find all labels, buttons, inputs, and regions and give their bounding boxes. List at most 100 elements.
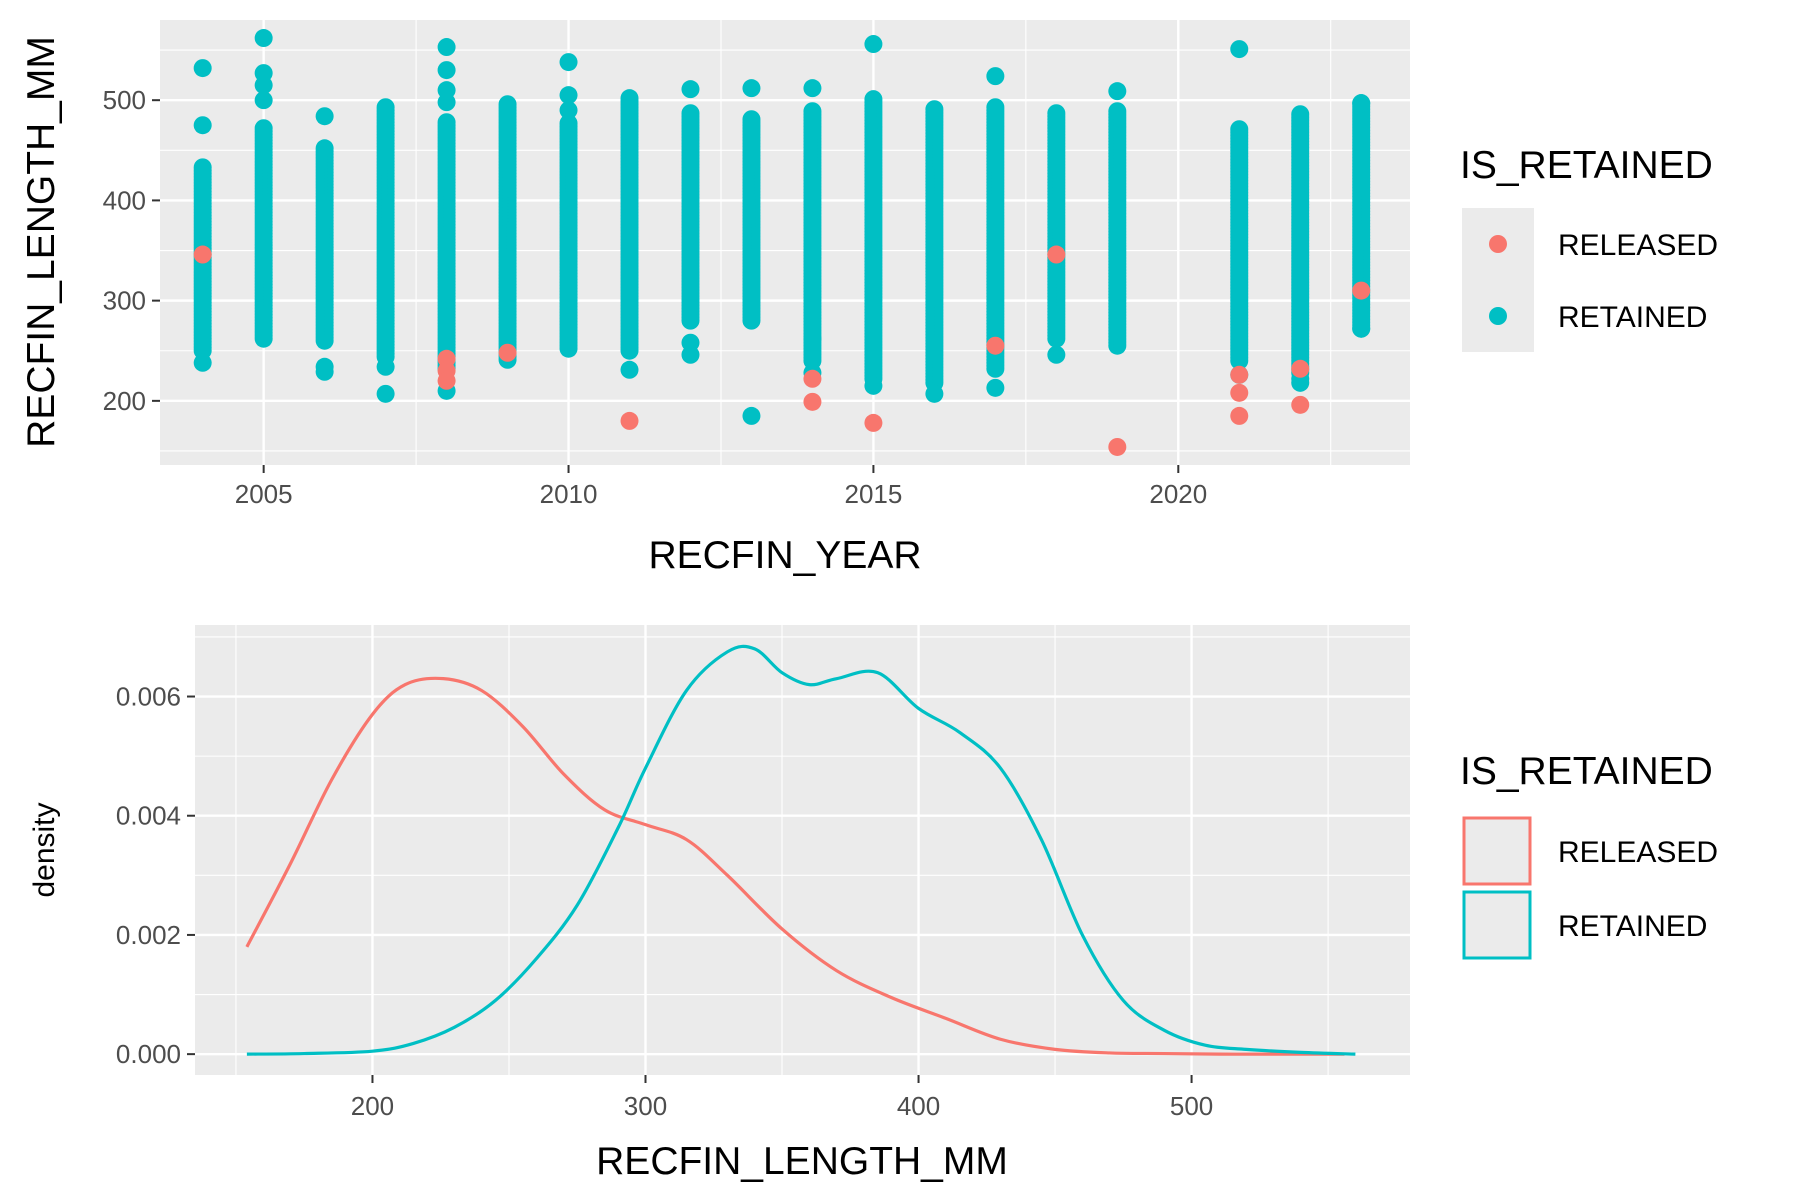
scatter-x-tick-label: 2010 [540,479,598,509]
released-point [1352,281,1371,300]
scatter-legend-dot-retained [1489,307,1507,325]
released-point [1230,365,1249,384]
density-y-tick-label: 0.000 [116,1039,181,1069]
retained-point [559,53,578,72]
retained-point [193,116,212,135]
retained-point [986,67,1005,86]
retained-point [376,357,395,376]
scatter-y-tick-label: 200 [103,386,146,416]
retained-point [681,80,700,99]
retained-point [1352,319,1371,338]
scatter-x-tick-label: 2015 [844,479,902,509]
released-point [864,413,883,432]
scatter-legend: IS_RETAINED RELEASED RETAINED [1460,144,1718,352]
density-x-tick-label: 300 [624,1091,667,1121]
retained-point [1108,102,1127,121]
scatter-x-tick-label: 2020 [1149,479,1207,509]
scatter-x-axis-title: RECFIN_YEAR [648,534,921,577]
density-legend: IS_RETAINED RELEASED RETAINED [1460,750,1718,960]
retained-point [742,406,761,425]
density-axis-ticks [187,695,1193,1083]
retained-point [864,35,883,54]
density-legend-key-released [1462,816,1532,886]
released-point [986,336,1005,355]
scatter-y-tick-label: 500 [103,85,146,115]
released-point [193,245,212,264]
density-y-tick-label: 0.006 [116,682,181,712]
scatter-x-tick-label: 2005 [235,479,293,509]
scatter-y-tick-label: 400 [103,185,146,215]
retained-point [620,360,639,379]
scatter-legend-title: IS_RETAINED [1460,144,1713,187]
scatter-legend-dot-released [1489,235,1507,253]
retained-point [803,79,822,98]
retained-point [376,98,395,117]
density-legend-title: IS_RETAINED [1460,750,1713,793]
retained-point [315,107,334,126]
retained-point [1291,105,1310,124]
retained-point [315,362,334,381]
retained-point [376,384,395,403]
retained-point [681,104,700,123]
released-point [1291,359,1310,378]
retained-point [437,113,456,132]
retained-point [437,93,456,112]
released-point [1230,383,1249,402]
density-legend-label-released: RELEASED [1558,836,1718,869]
retained-density-line [246,644,1356,1056]
density-legend-key-retained [1462,890,1532,960]
retained-point [559,114,578,133]
density-x-axis-title: RECFIN_LENGTH_MM [596,1140,1008,1183]
density-tick-labels: 200 300 400 500 0.000 0.002 0.004 0.006 [116,682,1213,1121]
retained-point [498,95,517,114]
retained-point [437,38,456,57]
released-point [1108,437,1127,456]
retained-point [254,119,273,138]
density-legend-label-retained: RETAINED [1558,910,1707,943]
retained-point [193,59,212,78]
retained-point [1230,40,1249,59]
retained-point [254,76,273,95]
retained-point [315,139,334,158]
released-point [1230,406,1249,425]
density-y-tick-label: 0.004 [116,801,181,831]
retained-point [620,89,639,108]
released-point [620,411,639,430]
density-chart: 200 300 400 500 0.000 0.002 0.004 0.006 RECFIN_… [28,625,1718,1183]
scatter-y-axis-title: RECFIN_LENGTH_MM [20,36,63,448]
retained-point [803,329,822,348]
retained-point [681,333,700,352]
density-x-tick-label: 500 [1170,1091,1213,1121]
retained-point [1291,373,1310,392]
scatter-y-tick-label: 300 [103,286,146,316]
retained-point [742,110,761,129]
retained-point [1352,94,1371,113]
density-x-tick-label: 400 [897,1091,940,1121]
retained-point [1108,82,1127,101]
density-y-tick-label: 0.002 [116,920,181,950]
density-lines [245,644,1356,1056]
released-point [803,369,822,388]
released-density-line [245,676,1345,1056]
released-point [803,392,822,411]
scatter-points [193,29,1371,456]
scatter-chart: 2005 2010 2015 2020 200 300 400 500 RECFIN_YEAR… [20,20,1718,577]
retained-point [742,79,761,98]
released-point [437,371,456,390]
retained-point [254,29,273,48]
retained-point [559,101,578,120]
density-panel-background [195,625,1410,1075]
scatter-tick-labels: 2005 2010 2015 2020 200 300 400 500 [103,85,1208,509]
released-point [1047,245,1066,264]
retained-point [986,378,1005,397]
retained-point [1230,120,1249,139]
retained-point [864,90,883,109]
retained-point [1047,345,1066,364]
density-y-axis-title: density [28,802,61,897]
retained-point [193,158,212,177]
retained-point [803,102,822,121]
scatter-legend-label-retained: RETAINED [1558,301,1707,334]
retained-point [1047,104,1066,123]
retained-point [864,376,883,395]
